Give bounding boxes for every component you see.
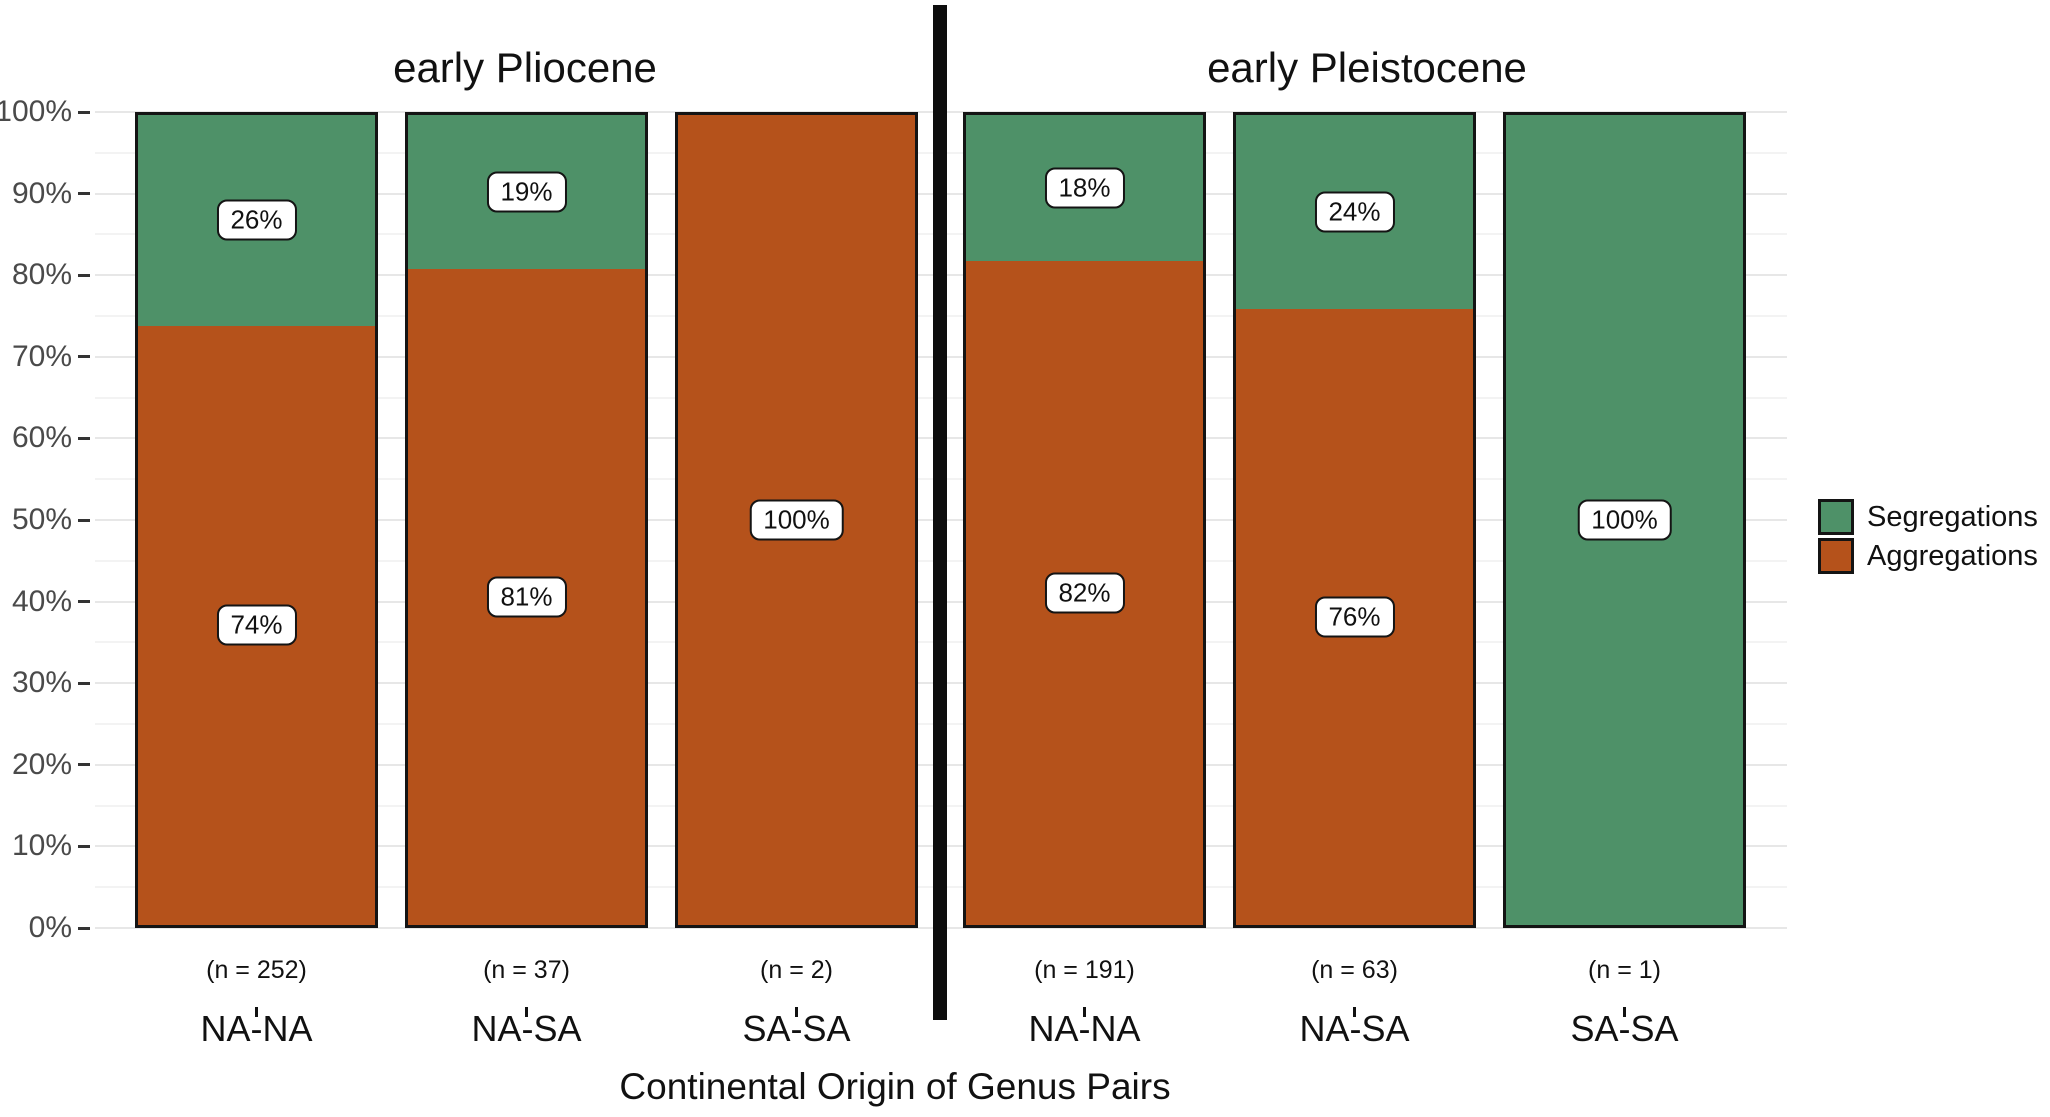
- x-axis-category-label: NA-NA: [1028, 1008, 1141, 1049]
- x-axis-tick: [1083, 1007, 1086, 1017]
- sample-size-label: (n = 252): [206, 956, 307, 984]
- legend-key-aggregations: [1818, 538, 1854, 574]
- bar-early-Pleistocene-NA-SA: 24% 76%: [1233, 112, 1476, 928]
- segment-label: 24%: [1314, 191, 1395, 233]
- bar-early-Pleistocene-NA-NA: 18% 82%: [963, 112, 1206, 928]
- x-axis-tick: [525, 1007, 528, 1017]
- sample-size-label: (n = 1): [1588, 956, 1661, 984]
- y-axis-tick-label: 100%: [0, 95, 72, 128]
- bar-early-Pliocene-NA-NA: 26% 74%: [135, 112, 378, 928]
- y-axis-tick: [78, 355, 90, 359]
- panel-divider: [933, 5, 947, 1020]
- y-axis-tick: [78, 273, 90, 277]
- y-axis-tick-label: 60%: [11, 421, 72, 455]
- segment-label: 100%: [1577, 499, 1672, 541]
- bar-early-Pliocene-SA-SA: 100%: [675, 112, 918, 928]
- legend-item: Aggregations: [1818, 538, 2038, 574]
- y-axis-tick: [78, 518, 90, 522]
- segment-label: 18%: [1044, 167, 1125, 209]
- y-axis-tick: [78, 192, 90, 196]
- segment-label: 100%: [749, 499, 844, 541]
- segment-label: 81%: [486, 576, 567, 618]
- x-axis-tick: [1623, 1007, 1626, 1017]
- y-axis-tick-label: 10%: [11, 829, 72, 863]
- x-axis-category-label: SA-SA: [742, 1008, 851, 1049]
- legend-key-segregations: [1818, 499, 1854, 535]
- x-axis-tick: [255, 1007, 258, 1017]
- sample-size-label: (n = 2): [760, 956, 833, 984]
- x-axis-title: Continental Origin of Genus Pairs: [619, 1066, 1171, 1107]
- legend-label: Segregations: [1867, 500, 2038, 533]
- y-axis-tick: [78, 600, 90, 604]
- x-axis-category-label: NA-NA: [200, 1008, 313, 1049]
- y-axis-tick: [78, 763, 90, 767]
- x-axis-category-label: SA-SA: [1570, 1008, 1679, 1049]
- bar-early-Pliocene-NA-SA: 19% 81%: [405, 112, 648, 928]
- y-axis-tick-label: 20%: [11, 747, 72, 781]
- y-axis-tick-label: 90%: [11, 176, 72, 210]
- sample-size-label: (n = 191): [1034, 956, 1135, 984]
- segment-label: 19%: [486, 171, 567, 213]
- panel-title: early Pleistocene: [1207, 44, 1527, 91]
- y-axis-tick: [78, 436, 90, 440]
- legend-label: Aggregations: [1867, 539, 2038, 572]
- y-axis-tick-label: 50%: [11, 503, 72, 536]
- y-axis-tick: [78, 926, 90, 930]
- bar-early-Pleistocene-SA-SA: 100%: [1503, 112, 1746, 928]
- y-axis-tick-label: 40%: [11, 584, 72, 618]
- y-axis-tick-label: 80%: [11, 258, 72, 292]
- legend-item: Segregations: [1818, 499, 2038, 535]
- y-axis-tick-label: 30%: [11, 666, 72, 700]
- segment-label: 74%: [216, 604, 297, 646]
- sample-size-label: (n = 63): [1311, 956, 1398, 984]
- y-axis-tick: [78, 844, 90, 848]
- segment-label: 82%: [1044, 572, 1125, 614]
- y-axis-tick-label: 70%: [11, 339, 72, 373]
- y-axis-tick-label: 0%: [28, 911, 72, 944]
- y-axis-tick: [78, 110, 90, 114]
- legend: Segregations Aggregations: [1818, 499, 2038, 574]
- segment-label: 26%: [216, 199, 297, 241]
- x-axis-category-label: NA-SA: [1299, 1008, 1410, 1049]
- panel-title: early Pliocene: [393, 44, 657, 91]
- sample-size-label: (n = 37): [483, 956, 570, 984]
- x-axis-category-label: NA-SA: [471, 1008, 582, 1049]
- x-axis-tick: [795, 1007, 798, 1017]
- segment-label: 76%: [1314, 596, 1395, 638]
- y-axis-tick: [78, 681, 90, 685]
- x-axis-tick: [1353, 1007, 1356, 1017]
